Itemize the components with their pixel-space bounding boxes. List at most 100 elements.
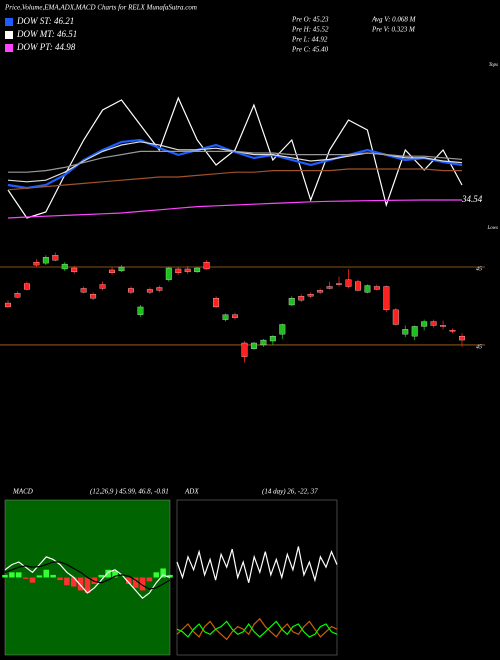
candle-body: [90, 294, 97, 299]
panel-subtitle: (12,26,9 ) 45.99, 46.8, -0.81: [90, 488, 169, 496]
histogram-bar: [126, 577, 132, 584]
end-label: 34.54: [461, 194, 483, 204]
histogram-bar: [36, 575, 43, 578]
candle-body: [232, 314, 238, 318]
candle-body: [194, 267, 201, 273]
candle-body: [279, 324, 286, 335]
candle-body: [440, 325, 447, 327]
histogram-bar: [132, 577, 139, 588]
legend-label: DOW MT: 46.51: [16, 29, 77, 39]
line: [4, 561, 171, 590]
level-label: 45: [476, 265, 482, 272]
candle-body: [33, 261, 40, 266]
candle-body: [269, 336, 276, 342]
histogram-bar: [139, 577, 146, 591]
candle-body: [383, 286, 390, 311]
candle-body: [52, 255, 59, 261]
histogram-bar: [71, 577, 77, 587]
candle-body: [42, 257, 49, 264]
histogram-bar: [146, 577, 153, 582]
histogram-bar: [50, 574, 56, 578]
candle-body: [355, 281, 361, 291]
legend-label: DOW PT: 44.98: [16, 42, 76, 52]
candle-body: [71, 267, 78, 273]
line: [176, 546, 338, 583]
candle-body: [298, 296, 305, 301]
candle-body: [326, 286, 333, 289]
candle-body: [307, 294, 314, 297]
panel-title: MACD: [12, 488, 33, 496]
line: [7, 199, 462, 219]
stat: Pre C: 45.40: [291, 46, 329, 54]
legend-swatch: [5, 44, 13, 52]
candle-body: [23, 283, 30, 290]
candle-body: [213, 298, 220, 308]
candle-body: [392, 309, 399, 325]
line: [4, 556, 171, 600]
candle-body: [222, 314, 229, 320]
candle-body: [156, 287, 163, 291]
histogram-bar: [16, 572, 22, 578]
panel-subtitle: (14 day) 26, -22, 37: [262, 488, 318, 496]
candle-body: [364, 285, 371, 293]
candle-body: [203, 261, 210, 270]
histogram-bar: [84, 577, 91, 593]
histogram-bar: [105, 569, 111, 578]
candle-body: [288, 298, 295, 306]
legend-label: DOW ST: 46.21: [16, 16, 74, 26]
legend-swatch: [5, 18, 13, 26]
candle-body: [430, 321, 437, 326]
histogram-bar: [77, 577, 84, 591]
histogram-bar: [98, 574, 104, 578]
candle-body: [421, 321, 428, 327]
candle-body: [137, 306, 144, 315]
candle-body: [459, 336, 465, 341]
candle-body: [184, 268, 191, 273]
candle-body: [449, 330, 456, 332]
histogram-bar: [22, 577, 29, 579]
histogram-bar: [167, 574, 173, 578]
stat: Pre H: 45.52: [291, 26, 329, 34]
panel-background: [176, 499, 338, 656]
histogram-bar: [64, 577, 70, 586]
candle-body: [5, 302, 11, 308]
candle-body: [402, 329, 409, 335]
line: [8, 150, 463, 173]
line: [176, 620, 338, 638]
stat: Pre V: 0.323 M: [371, 26, 416, 34]
candle-body: [250, 342, 257, 349]
candle-body: [260, 339, 267, 346]
candle-body: [336, 283, 342, 285]
stat: Pre L: 44.92: [291, 36, 328, 44]
histogram-bar: [2, 574, 8, 578]
chart-title: Price,Volume,EMA,ADX,MACD Charts for REL…: [4, 4, 197, 12]
candle-body: [345, 279, 352, 287]
panel-title: ADX: [184, 488, 199, 496]
candle-body: [175, 268, 182, 274]
line: [7, 168, 462, 191]
candle-body: [118, 266, 125, 272]
candle-body: [99, 284, 106, 289]
annotation: Lows: [486, 226, 498, 231]
stat: Avg V: 0.068 M: [371, 16, 417, 24]
candle-body: [373, 286, 380, 290]
candle-body: [317, 290, 324, 293]
candle-body: [165, 267, 172, 280]
legend-swatch: [5, 31, 13, 39]
level-label: 45: [476, 343, 482, 350]
candle-body: [14, 293, 21, 298]
line: [176, 617, 338, 641]
candle-body: [61, 263, 68, 270]
histogram-bar: [160, 568, 166, 578]
histogram-bar: [112, 571, 118, 578]
histogram-bar: [9, 572, 15, 578]
candle-body: [146, 289, 153, 293]
histogram-bar: [29, 577, 36, 583]
line: [7, 96, 463, 219]
histogram-bar: [57, 577, 63, 581]
histogram-bar: [153, 572, 159, 578]
candle-body: [109, 269, 115, 274]
candle-body: [128, 288, 134, 293]
